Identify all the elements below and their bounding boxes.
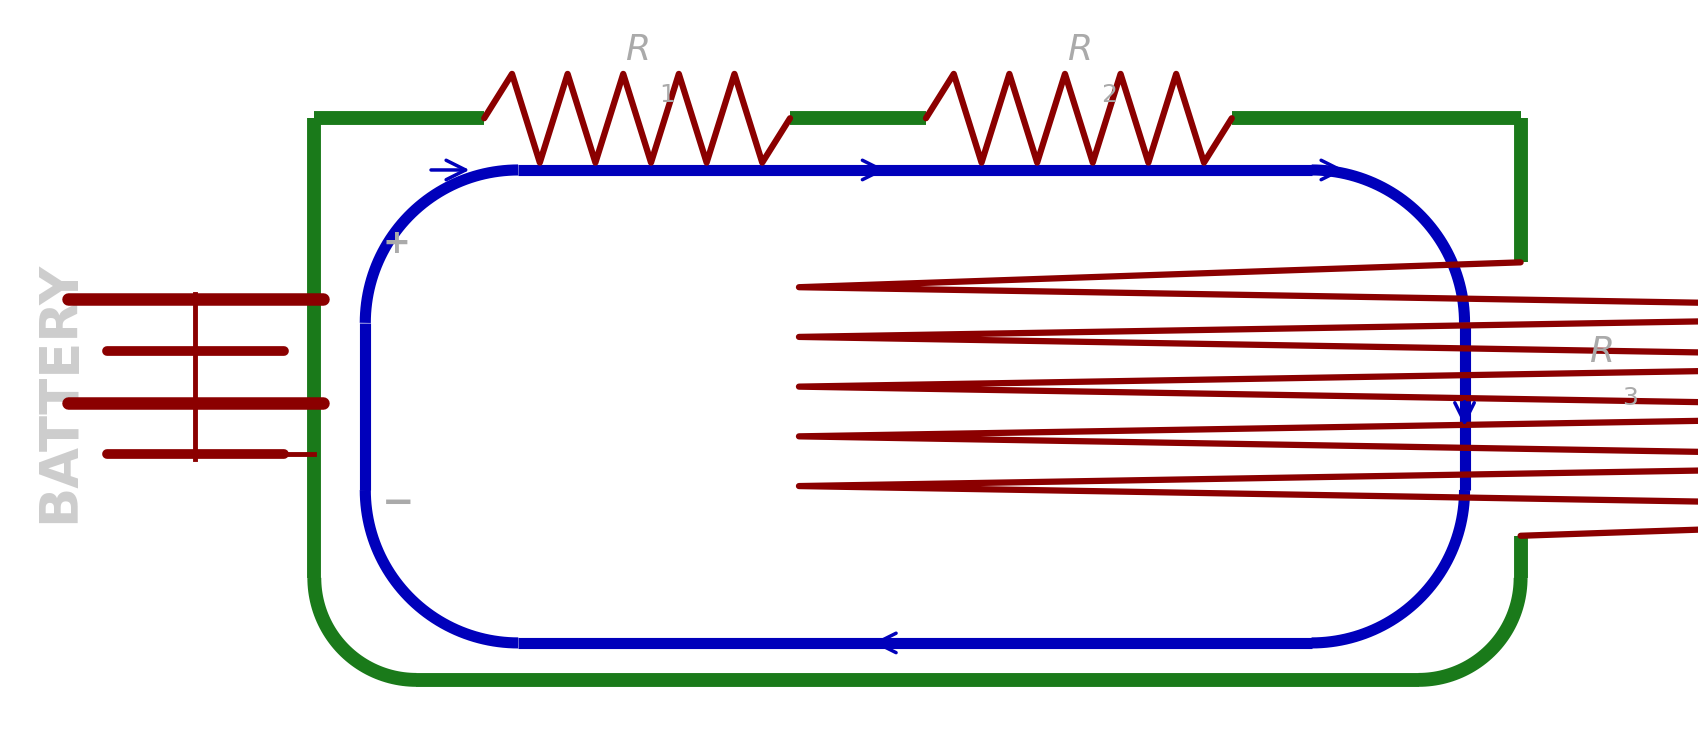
Text: +: + bbox=[382, 228, 409, 260]
Text: −: − bbox=[382, 483, 414, 522]
Text: R: R bbox=[1066, 33, 1092, 67]
Text: R: R bbox=[1588, 336, 1613, 370]
Text: 2: 2 bbox=[1100, 84, 1116, 107]
Text: BATTERY: BATTERY bbox=[34, 261, 85, 522]
Text: R: R bbox=[625, 33, 650, 67]
Text: 3: 3 bbox=[1622, 386, 1637, 410]
Text: 1: 1 bbox=[659, 84, 674, 107]
